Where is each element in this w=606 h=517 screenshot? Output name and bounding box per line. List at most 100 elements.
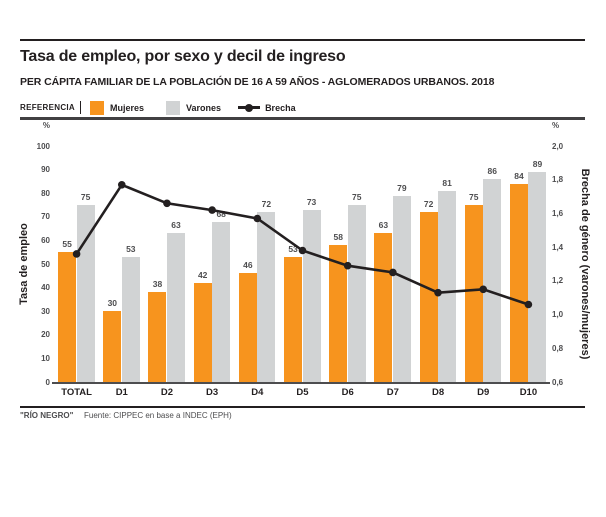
left-tick-10: 10 <box>41 353 50 363</box>
left-tick-30: 30 <box>41 306 50 316</box>
chart-legend: REFERENCIA Mujeres Varones Brecha <box>20 100 296 115</box>
varones-swatch-icon <box>166 100 181 115</box>
bar-mujeres-total <box>58 252 77 382</box>
bar-mujeres-d3 <box>193 282 212 382</box>
bar-value-mujeres-d9: 75 <box>469 192 479 202</box>
legend-label-brecha: Brecha <box>265 102 296 113</box>
bar-mujeres-d2 <box>148 292 167 382</box>
brecha-line-dot-icon <box>238 103 261 112</box>
brecha-point-d6 <box>343 261 352 270</box>
right-tick-0-6: 0,6 <box>552 377 564 387</box>
brecha-point-d10 <box>524 300 533 309</box>
bar-value-mujeres-d3: 42 <box>197 269 208 280</box>
bar-mujeres-d4 <box>238 273 257 382</box>
top-divider <box>20 39 585 41</box>
bar-value-mujeres-d2: 38 <box>152 279 163 290</box>
right-tick-1-4: 1,4 <box>552 242 564 252</box>
bar-value-varones-total: 75 <box>80 192 91 202</box>
brecha-point-d8 <box>434 288 442 297</box>
brecha-point-d4 <box>253 214 262 223</box>
category-label-total: TOTAL <box>61 387 92 398</box>
brecha-point-d5 <box>298 246 307 255</box>
brecha-line <box>75 183 529 306</box>
bar-varones-d6 <box>347 205 366 382</box>
bar-mujeres-d10 <box>509 183 528 382</box>
category-label-d7: D7 <box>386 387 399 398</box>
bar-value-mujeres-d7: 63 <box>378 220 389 231</box>
category-label-d1: D1 <box>115 387 128 398</box>
left-axis-ticks: 0 10 20 30 40 50 60 70 80 90 100 <box>22 142 50 387</box>
bar-mujeres-d9 <box>464 205 483 382</box>
right-tick-2-0: 2,0 <box>552 141 564 151</box>
bar-value-varones-d10: 89 <box>532 158 543 169</box>
bar-varones-d9 <box>483 179 502 382</box>
right-tick-0-8: 0,8 <box>552 343 564 353</box>
legend-divider-rule <box>20 117 585 120</box>
bar-mujeres-d1 <box>103 311 122 382</box>
bar-value-varones-d5: 73 <box>306 196 317 207</box>
bar-mujeres-d8 <box>419 212 438 382</box>
left-tick-70: 70 <box>41 212 50 222</box>
left-tick-50: 50 <box>41 259 50 269</box>
bar-mujeres-d5 <box>284 256 302 382</box>
legend-label-mujeres: Mujeres <box>110 102 145 113</box>
legend-divider <box>80 101 82 114</box>
bar-value-varones-d6: 75 <box>351 192 362 202</box>
category-label-d8: D8 <box>431 387 445 398</box>
bar-value-mujeres-d5: 53 <box>288 243 298 254</box>
source-text: Fuente: CIPPEC en base a INDEC (EPH) <box>84 411 232 420</box>
brecha-point-d7 <box>389 268 397 277</box>
brecha-line-layer <box>72 181 533 309</box>
left-tick-80: 80 <box>41 188 50 198</box>
bar-value-varones-d9: 86 <box>487 166 497 177</box>
bar-value-mujeres-d4: 46 <box>243 260 253 271</box>
category-label-d2: D2 <box>160 387 174 398</box>
bar-varones-d8 <box>438 190 457 382</box>
left-tick-90: 90 <box>41 165 50 175</box>
legend-label-varones: Varones <box>186 102 222 113</box>
category-label-d5: D5 <box>296 387 309 398</box>
right-tick-1-2: 1,2 <box>552 276 564 286</box>
legend-title: REFERENCIA <box>20 103 76 112</box>
bar-varones-d10 <box>528 171 547 382</box>
bar-value-varones-d1: 53 <box>126 243 136 254</box>
right-axis-ticks: 0,6 0,8 1,0 1,2 1,4 1,6 1,8 2,0 <box>552 142 582 387</box>
left-tick-60: 60 <box>41 235 50 245</box>
category-label-d4: D4 <box>251 387 264 398</box>
brecha-point-total <box>72 250 81 258</box>
bar-value-varones-d7: 79 <box>397 182 407 193</box>
bar-value-mujeres-total: 55 <box>62 239 72 250</box>
x-axis-baseline <box>52 382 550 384</box>
right-tick-1-6: 1,6 <box>552 208 564 218</box>
category-label-d10: D10 <box>519 387 538 398</box>
mujeres-swatch-icon <box>90 100 105 115</box>
bar-value-varones-d8: 81 <box>442 177 452 188</box>
left-tick-0: 0 <box>45 377 50 387</box>
page-title: Tasa de empleo, por sexo y decil de ingr… <box>20 48 346 65</box>
page-subtitle: PER CÁPITA FAMILIAR DE LA POBLACIÓN DE 1… <box>20 76 495 88</box>
right-tick-1-0: 1,0 <box>552 310 564 320</box>
left-tick-20: 20 <box>41 330 50 340</box>
brecha-point-d9 <box>479 285 488 294</box>
bar-value-mujeres-d6: 58 <box>333 232 343 243</box>
bar-value-varones-d2: 63 <box>171 220 181 231</box>
plot-area: 55 75 30 53 38 63 42 68 46 72 53 73 58 75 63 79 72 81 75 86… <box>54 146 551 382</box>
left-tick-100: 100 <box>36 141 50 151</box>
bottom-divider <box>20 406 585 408</box>
bar-value-mujeres-d1: 30 <box>107 298 118 309</box>
credit-text: "RÍO NEGRO" <box>20 411 74 420</box>
brecha-point-d2 <box>163 199 171 208</box>
left-tick-40: 40 <box>41 283 50 293</box>
bar-value-mujeres-d8: 72 <box>423 199 434 210</box>
brecha-point-d1 <box>117 181 126 189</box>
bar-varones-d2 <box>166 233 185 382</box>
bar-varones-d4 <box>257 212 276 382</box>
bar-value-varones-d3: 68 <box>216 208 226 219</box>
bar-mujeres-d6 <box>329 245 348 382</box>
right-tick-1-8: 1,8 <box>552 175 564 185</box>
category-label-d9: D9 <box>477 387 490 398</box>
bar-value-varones-d4: 72 <box>261 199 272 210</box>
left-axis-unit: % <box>42 121 50 130</box>
bar-value-mujeres-d10: 84 <box>514 170 524 181</box>
